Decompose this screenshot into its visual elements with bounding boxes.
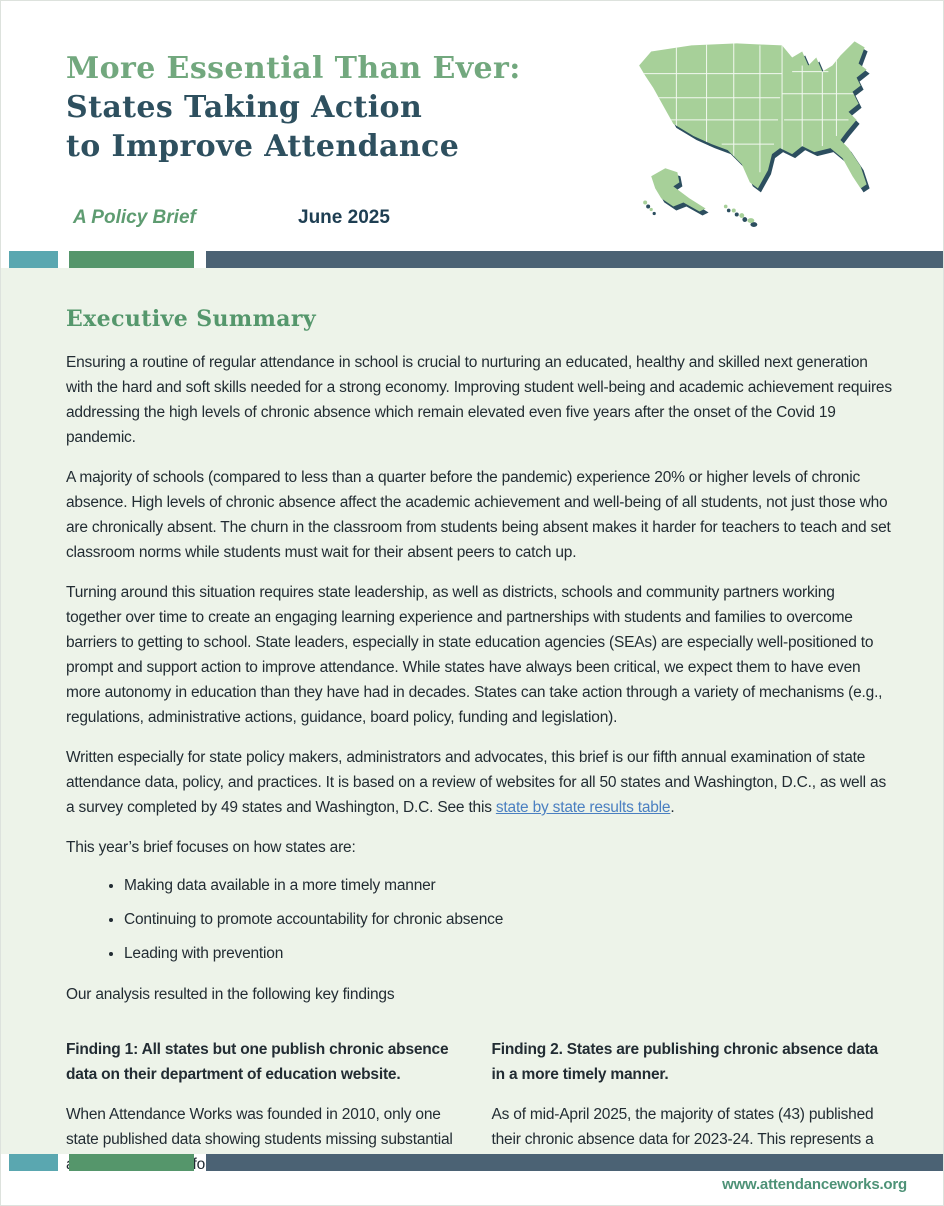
bullet-item-3: Leading with prevention (124, 943, 893, 964)
page-footer: www.attendanceworks.org (1, 1171, 943, 1205)
page-title-line-1: More Essential Than Ever: (66, 51, 521, 86)
bar-segment-slate (206, 251, 943, 268)
divider-bar-top (1, 251, 943, 268)
footer-website-url: www.attendanceworks.org (722, 1176, 907, 1193)
analysis-line: Our analysis resulted in the following k… (66, 986, 395, 1003)
focus-line: This year’s brief focuses on how states … (66, 839, 356, 856)
page-title-line-2: States Taking Action (66, 90, 423, 125)
content-band: Executive Summary Ensuring a routine of … (1, 268, 943, 1198)
paragraph-4-period: . (670, 799, 675, 816)
focus-bullet-list: Making data available in a more timely m… (66, 875, 893, 964)
brief-date: June 2025 (298, 207, 390, 228)
bar-segment-teal (9, 251, 58, 268)
bullet-item-1: Making data available in a more timely m… (124, 875, 893, 896)
section-heading: Executive Summary (66, 306, 317, 332)
paragraph-2: A majority of schools (compared to less … (66, 469, 891, 561)
bar-segment-teal (9, 1154, 58, 1171)
state-results-table-link[interactable]: state by state results table (495, 799, 671, 816)
page-title-line-3: to Improve Attendance (66, 129, 460, 164)
divider-bar-bottom (1, 1154, 943, 1171)
policy-brief-label: A Policy Brief (73, 207, 196, 228)
title-block: More Essential Than Ever: States Taking … (66, 49, 521, 166)
subtitle-row: A Policy Brief June 2025 (73, 207, 573, 229)
paragraph-1: Ensuring a routine of regular attendance… (66, 354, 892, 446)
us-map (621, 35, 923, 233)
masthead: More Essential Than Ever: States Taking … (1, 1, 943, 251)
us-map-graphic (639, 41, 867, 223)
bar-segment-slate (206, 1154, 943, 1171)
bullet-item-2: Continuing to promote accountability for… (124, 909, 893, 930)
paragraph-4-text: Written especially for state policy make… (66, 749, 886, 816)
paragraph-3: Turning around this situation requires s… (66, 584, 883, 726)
bar-segment-green (69, 1154, 194, 1171)
paragraph-4: Written especially for state policy make… (66, 745, 893, 820)
bar-segment-green (69, 251, 194, 268)
finding-1-heading: Finding 1: All states but one publish ch… (66, 1041, 449, 1083)
finding-2-heading: Finding 2. States are publishing chronic… (491, 1041, 879, 1083)
